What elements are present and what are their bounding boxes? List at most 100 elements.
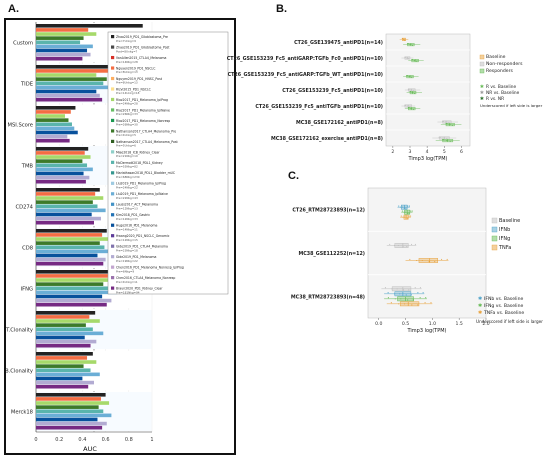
legend-sublabel-a: Pre=6Nkg=9 [116, 269, 134, 273]
point-b [409, 44, 411, 46]
legend-sublabel-a: Pre=14Nkg=28 [116, 60, 138, 64]
legend-swatch-a [111, 223, 115, 227]
x-tick-label-b: 2 [391, 149, 394, 155]
point-c [412, 299, 414, 301]
x-tick-label-b: 3 [409, 149, 412, 155]
point-b [412, 90, 414, 92]
point-c [397, 244, 399, 247]
point-b [446, 123, 448, 125]
bar-a [36, 298, 112, 303]
point-b [443, 120, 445, 122]
point-b [404, 104, 406, 106]
point-c [441, 258, 443, 260]
legend-label-a: Riaz2017_PD1_Melanoma_IpiNaive [116, 108, 170, 112]
group-label-a: IFNG [21, 287, 33, 293]
legend-swatch-a [111, 139, 115, 143]
point-c [419, 287, 421, 289]
legend-swatch-c [491, 235, 498, 242]
point-c [417, 292, 419, 294]
bar-a [36, 147, 89, 151]
point-c [384, 287, 386, 289]
bar-a [36, 237, 111, 241]
bar-a [36, 97, 103, 102]
point-b [407, 88, 409, 90]
legend-sublabel-a: Pre=4Unkg=5 [116, 133, 136, 137]
point-b [406, 57, 408, 59]
bar-a [36, 32, 97, 36]
legend-sublabel-a: Pre=12Nkg=15 [116, 238, 138, 242]
x-tick-label-a: 1 [150, 437, 153, 443]
panel-b-label: B. [276, 3, 287, 15]
x-tick-label-b: 6 [460, 149, 463, 155]
point-b [406, 43, 408, 45]
bar-a [36, 401, 110, 405]
legend-swatch-a [111, 181, 115, 185]
point-b [412, 108, 414, 110]
legend-swatch-a [111, 202, 115, 206]
point-b [411, 59, 413, 61]
legend-label-a: Hwang2020_PD1_NSCLC_Genomic [116, 234, 170, 238]
point-c [414, 287, 416, 289]
point-c [410, 215, 412, 217]
point-c [402, 246, 404, 248]
bar-a [36, 290, 118, 295]
point-b [451, 124, 453, 126]
legend-swatch-a [111, 66, 115, 70]
point-b [402, 38, 404, 40]
bar-a [36, 208, 106, 213]
legend-swatch-a [111, 171, 115, 175]
legend-sublabel-a: Pre=12Nkg=33 [116, 217, 138, 221]
legend-label-a: Zhao2019_PD1_Glioblastoma_Post [116, 45, 170, 49]
stat-marker-b: ✱ [480, 96, 484, 102]
bar-a [36, 286, 110, 291]
bar-a [36, 257, 106, 262]
point-b [410, 89, 412, 91]
point-c [408, 289, 410, 291]
bar-a [36, 229, 107, 233]
point-c [405, 294, 407, 296]
bar-a [36, 323, 86, 327]
legend-sublabel-a: Pre=19Nkg=22 [116, 259, 138, 263]
group-label-a: Merck18 [11, 410, 33, 416]
legend-sublabel-a: Pre=5Unkg=6 [116, 144, 136, 148]
bar-a [36, 159, 83, 163]
bar-a [36, 372, 100, 377]
point-b [446, 121, 448, 123]
stat-note-b: Underscored if left side is larger [480, 103, 543, 108]
point-b [408, 76, 410, 78]
point-b [411, 59, 413, 61]
bar-a [36, 356, 88, 360]
x-tick-label-a: 0.4 [78, 437, 86, 443]
bar-a [36, 278, 117, 282]
legend-sublabel-a: Post=8Unkg=7 [116, 49, 138, 53]
bar-a [36, 319, 100, 323]
point-b [416, 60, 418, 62]
legend-swatch-b [479, 68, 485, 74]
point-c [411, 210, 413, 212]
point-c [402, 216, 404, 218]
point-b [445, 140, 447, 142]
bar-a [36, 339, 97, 344]
bar-a [36, 196, 104, 200]
bar-a [36, 220, 94, 225]
bar-a [36, 212, 92, 217]
group-label-a: T.Clonality [5, 328, 33, 334]
legend-label-a: Nguyen2019_PD1_HNSC_Post [116, 77, 163, 81]
legend-swatch-a [111, 118, 115, 123]
legend-swatch-a [111, 286, 115, 290]
point-c [391, 288, 393, 290]
bar-a [36, 249, 113, 254]
point-c [400, 298, 402, 300]
bar-a [36, 110, 71, 114]
legend-swatch-a [111, 265, 115, 269]
bar-a [36, 126, 75, 131]
point-c [396, 288, 398, 290]
group-label-a: MSI.Score [8, 123, 33, 129]
group-label-a: B.Clonality [5, 369, 33, 375]
point-c [411, 304, 413, 306]
point-b [411, 89, 413, 91]
point-b [404, 39, 406, 41]
point-c [401, 206, 403, 208]
point-c [400, 206, 402, 208]
x-tick-label-a: 0.2 [55, 437, 63, 443]
